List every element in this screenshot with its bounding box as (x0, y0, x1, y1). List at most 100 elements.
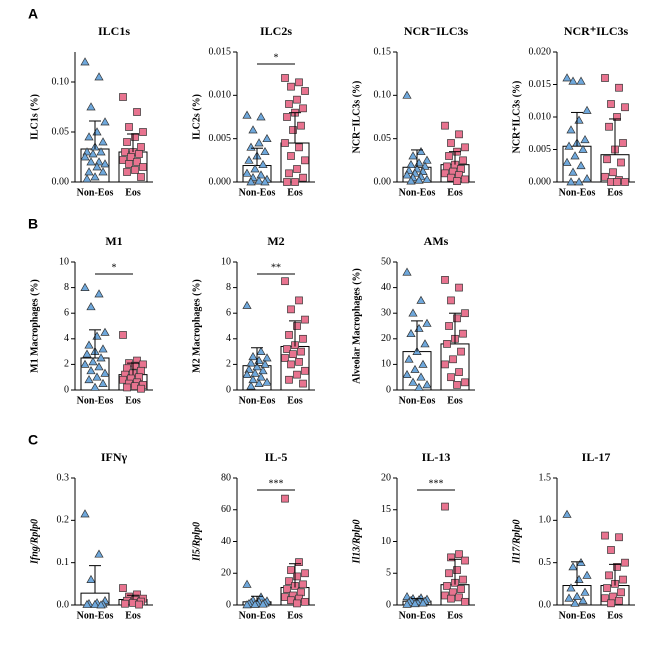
y-tick-label: 0.05 (52, 126, 70, 137)
y-tick-label: 0.020 (529, 46, 552, 57)
data-point (86, 102, 96, 111)
data-point (441, 276, 449, 284)
data-point (281, 494, 289, 503)
y-tick-label: 0.10 (52, 76, 70, 87)
y-tick-label: 6 (226, 307, 231, 318)
data-point (582, 105, 592, 114)
data-point (80, 282, 90, 291)
data-point (402, 170, 412, 179)
data-point (82, 349, 92, 358)
data-point (457, 347, 465, 356)
y-tick-label: 50 (381, 256, 391, 267)
data-point (90, 599, 100, 608)
data-point (123, 168, 131, 176)
data-point (299, 580, 307, 589)
data-point (603, 155, 611, 164)
data-point (82, 174, 92, 183)
data-point (414, 323, 424, 332)
y-tick-label: 30 (381, 307, 391, 318)
data-point (248, 375, 258, 384)
data-point (293, 572, 301, 581)
y-tick-label: 15 (381, 504, 391, 515)
data-point (80, 152, 90, 161)
significance: * (112, 262, 117, 273)
data-point (98, 378, 108, 387)
data-point (402, 90, 412, 99)
data-point (82, 599, 92, 608)
data-point (402, 267, 412, 276)
data-point (621, 558, 629, 567)
data-point (562, 73, 572, 82)
data-point (574, 177, 584, 186)
data-point (119, 156, 127, 164)
data-point (84, 167, 94, 176)
data-point (123, 138, 131, 146)
data-point (613, 113, 621, 121)
x-tick-label: Eos (447, 395, 463, 406)
data-point (246, 381, 256, 390)
y-tick-label: 0.1 (57, 557, 70, 568)
significance: * (274, 52, 279, 63)
y-tick-label: 0.15 (374, 46, 392, 57)
data-point (297, 588, 305, 597)
data-point (617, 158, 625, 167)
y-tick-label: 10 (221, 256, 231, 267)
y-tick-label: 20 (381, 472, 391, 483)
data-point (455, 130, 463, 139)
x-tick-label: Eos (287, 395, 303, 406)
y-tick-label: 4 (226, 333, 231, 344)
y-axis-label: Ifng/Rplp0 (29, 519, 40, 565)
data-point (291, 178, 299, 186)
data-point (287, 566, 295, 574)
y-tick-label: 0.10 (374, 90, 392, 101)
data-point (94, 362, 104, 371)
data-point (137, 143, 145, 151)
y-tick-label: 20 (221, 568, 231, 579)
data-point (90, 382, 100, 391)
data-point (459, 329, 467, 338)
data-point (285, 577, 293, 586)
x-tick-label: Non-Eos (239, 187, 276, 198)
chart-title: M1 (105, 234, 122, 248)
data-point (293, 370, 301, 379)
data-point (100, 117, 110, 126)
data-point (283, 113, 291, 121)
y-tick-label: 0.010 (529, 111, 552, 122)
data-point (295, 78, 303, 87)
data-point (135, 600, 143, 609)
data-point (453, 381, 461, 389)
data-point (242, 579, 252, 588)
x-tick-label: Non-Eos (77, 610, 114, 621)
data-point (262, 353, 272, 362)
data-point (301, 569, 309, 578)
y-tick-label: 80 (221, 472, 231, 483)
x-tick-label: Eos (607, 610, 623, 621)
data-point (461, 378, 469, 387)
data-point (414, 382, 424, 391)
data-point (86, 574, 96, 583)
data-point (301, 87, 309, 95)
chart-title: IFNγ (101, 450, 128, 464)
data-point (613, 563, 621, 571)
data-point (119, 584, 127, 592)
data-point (408, 377, 418, 386)
y-axis-label: Il13/Rplp0 (351, 520, 362, 565)
y-axis-label: NCR⁻ILC3s (%) (351, 81, 362, 154)
data-point (293, 165, 301, 173)
data-point (422, 174, 432, 183)
data-point (295, 558, 303, 566)
data-point (133, 158, 141, 166)
y-tick-label: 0.00 (52, 176, 70, 187)
y-tick-label: 0.05 (374, 133, 392, 144)
data-point (406, 159, 416, 169)
x-tick-label: Eos (287, 187, 303, 198)
data-point (566, 125, 576, 134)
y-tick-label: 0 (386, 384, 391, 395)
data-point (242, 369, 252, 378)
data-point (285, 331, 293, 339)
y-axis-label: Il5/Rplp0 (191, 522, 202, 562)
data-point (416, 372, 426, 381)
data-point (445, 569, 453, 578)
data-point (453, 177, 461, 185)
y-tick-label: 0.2 (57, 515, 70, 526)
